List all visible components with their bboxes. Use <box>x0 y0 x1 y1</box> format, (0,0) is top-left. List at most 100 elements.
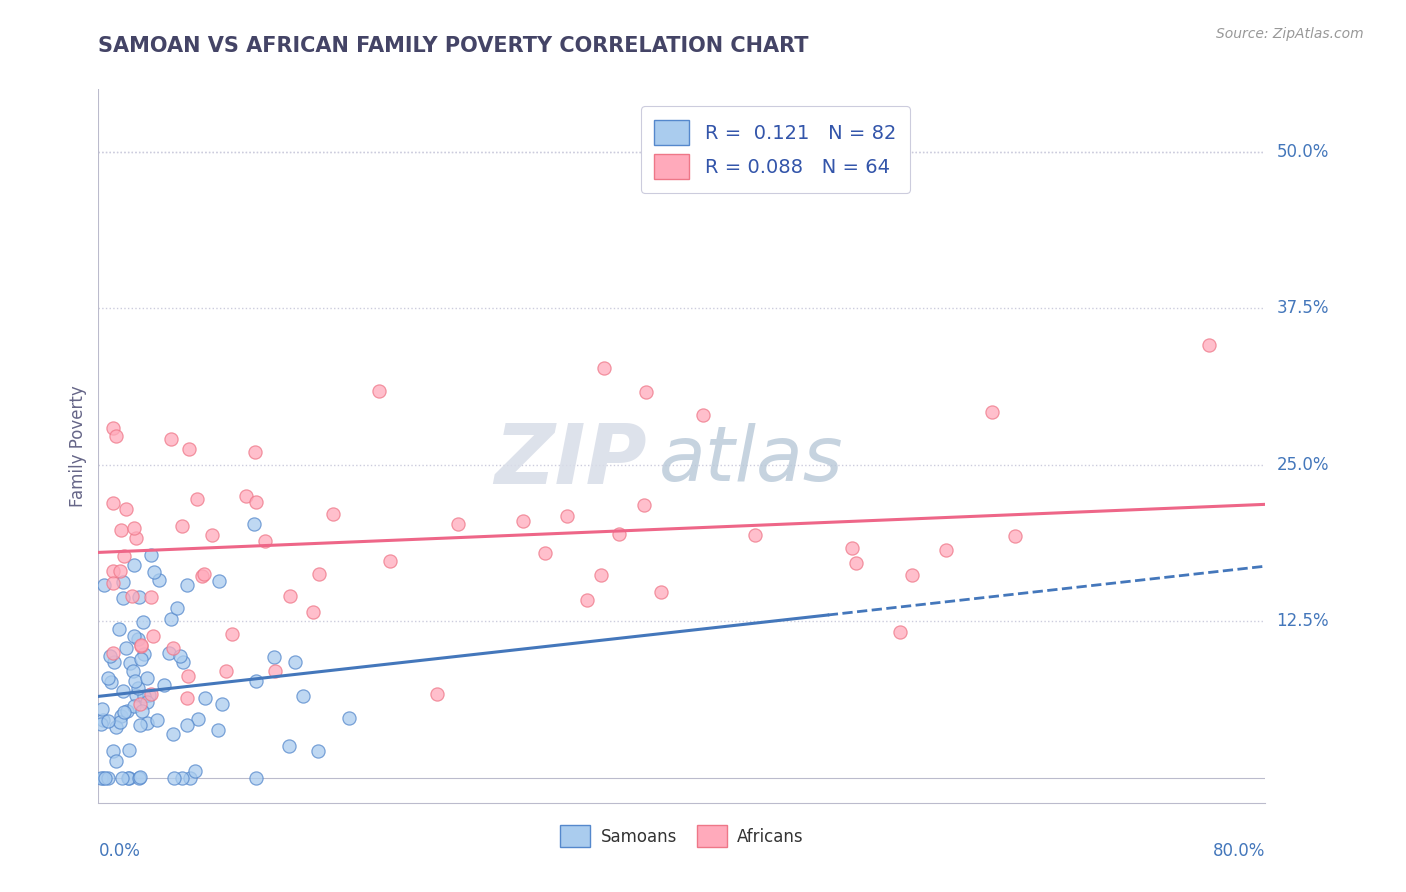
Point <box>90 716 112 731</box>
Point <box>163 771 186 785</box>
Point <box>132 647 155 661</box>
Text: 37.5%: 37.5% <box>1277 300 1329 318</box>
Point <box>176 691 198 706</box>
Point <box>111 684 134 698</box>
Point <box>97 714 120 728</box>
Point <box>555 509 578 524</box>
Point <box>128 591 150 605</box>
Text: 80.0%: 80.0% <box>1213 842 1265 860</box>
Point <box>650 584 672 599</box>
Point <box>111 771 134 785</box>
Point <box>101 421 124 435</box>
Point <box>139 548 162 562</box>
Text: 25.0%: 25.0% <box>1277 456 1329 474</box>
Point <box>235 489 257 503</box>
Point <box>110 709 132 723</box>
Point <box>122 521 145 535</box>
Point <box>263 649 285 664</box>
Point <box>166 601 188 615</box>
Point <box>101 564 124 578</box>
Point <box>186 491 208 506</box>
Point <box>191 569 214 583</box>
Y-axis label: Family Poverty: Family Poverty <box>69 385 87 507</box>
Point <box>841 541 863 556</box>
Point <box>633 498 655 512</box>
Point <box>91 702 114 716</box>
Point <box>446 516 468 531</box>
Point <box>136 716 159 731</box>
Point <box>131 704 153 718</box>
Point <box>128 771 150 785</box>
Point <box>125 688 148 702</box>
Point <box>1004 528 1026 542</box>
Point <box>117 771 139 785</box>
Point <box>108 714 131 729</box>
Point <box>112 591 135 606</box>
Point <box>136 695 159 709</box>
Point <box>215 664 238 678</box>
Text: atlas: atlas <box>658 424 844 497</box>
Text: ZIP: ZIP <box>495 420 647 500</box>
Point <box>845 556 868 570</box>
Point <box>108 564 131 578</box>
Point <box>125 531 148 545</box>
Point <box>141 687 163 701</box>
Point <box>101 495 124 509</box>
Point <box>593 361 616 376</box>
Point <box>124 558 146 573</box>
Point <box>132 689 155 703</box>
Point <box>162 640 184 655</box>
Point <box>118 771 141 785</box>
Point <box>170 771 193 785</box>
Point <box>245 674 267 689</box>
Point <box>127 632 149 646</box>
Point <box>121 589 143 603</box>
Point <box>512 514 534 528</box>
Point <box>607 527 630 541</box>
Point <box>176 578 198 592</box>
Text: 50.0%: 50.0% <box>1277 143 1329 161</box>
Point <box>744 528 766 542</box>
Point <box>208 574 231 588</box>
Point <box>160 432 183 446</box>
Point <box>122 699 145 714</box>
Point <box>378 554 401 568</box>
Point <box>122 664 145 678</box>
Point <box>98 648 121 663</box>
Point <box>153 678 176 692</box>
Point <box>307 744 329 758</box>
Text: Source: ZipAtlas.com: Source: ZipAtlas.com <box>1216 27 1364 41</box>
Point <box>169 648 191 663</box>
Legend: Samoans, Africans: Samoans, Africans <box>553 817 811 855</box>
Point <box>114 549 136 564</box>
Point <box>170 519 193 533</box>
Point <box>194 690 217 705</box>
Point <box>935 543 957 558</box>
Point <box>105 429 128 443</box>
Point <box>426 687 449 701</box>
Point <box>105 754 128 768</box>
Point <box>187 712 209 726</box>
Point <box>534 546 557 560</box>
Point <box>103 655 125 669</box>
Point <box>118 743 141 757</box>
Point <box>110 523 132 537</box>
Point <box>589 567 612 582</box>
Point <box>122 629 145 643</box>
Point <box>183 764 205 778</box>
Point <box>221 626 243 640</box>
Point <box>91 713 114 727</box>
Point <box>129 639 152 653</box>
Point <box>132 615 155 629</box>
Point <box>322 507 344 521</box>
Point <box>101 646 124 660</box>
Point <box>308 566 330 581</box>
Point <box>160 612 183 626</box>
Point <box>177 442 200 457</box>
Point <box>243 445 266 459</box>
Point <box>103 744 125 758</box>
Point <box>97 771 120 785</box>
Point <box>284 655 307 669</box>
Text: SAMOAN VS AFRICAN FAMILY POVERTY CORRELATION CHART: SAMOAN VS AFRICAN FAMILY POVERTY CORRELA… <box>98 36 808 55</box>
Point <box>211 697 233 711</box>
